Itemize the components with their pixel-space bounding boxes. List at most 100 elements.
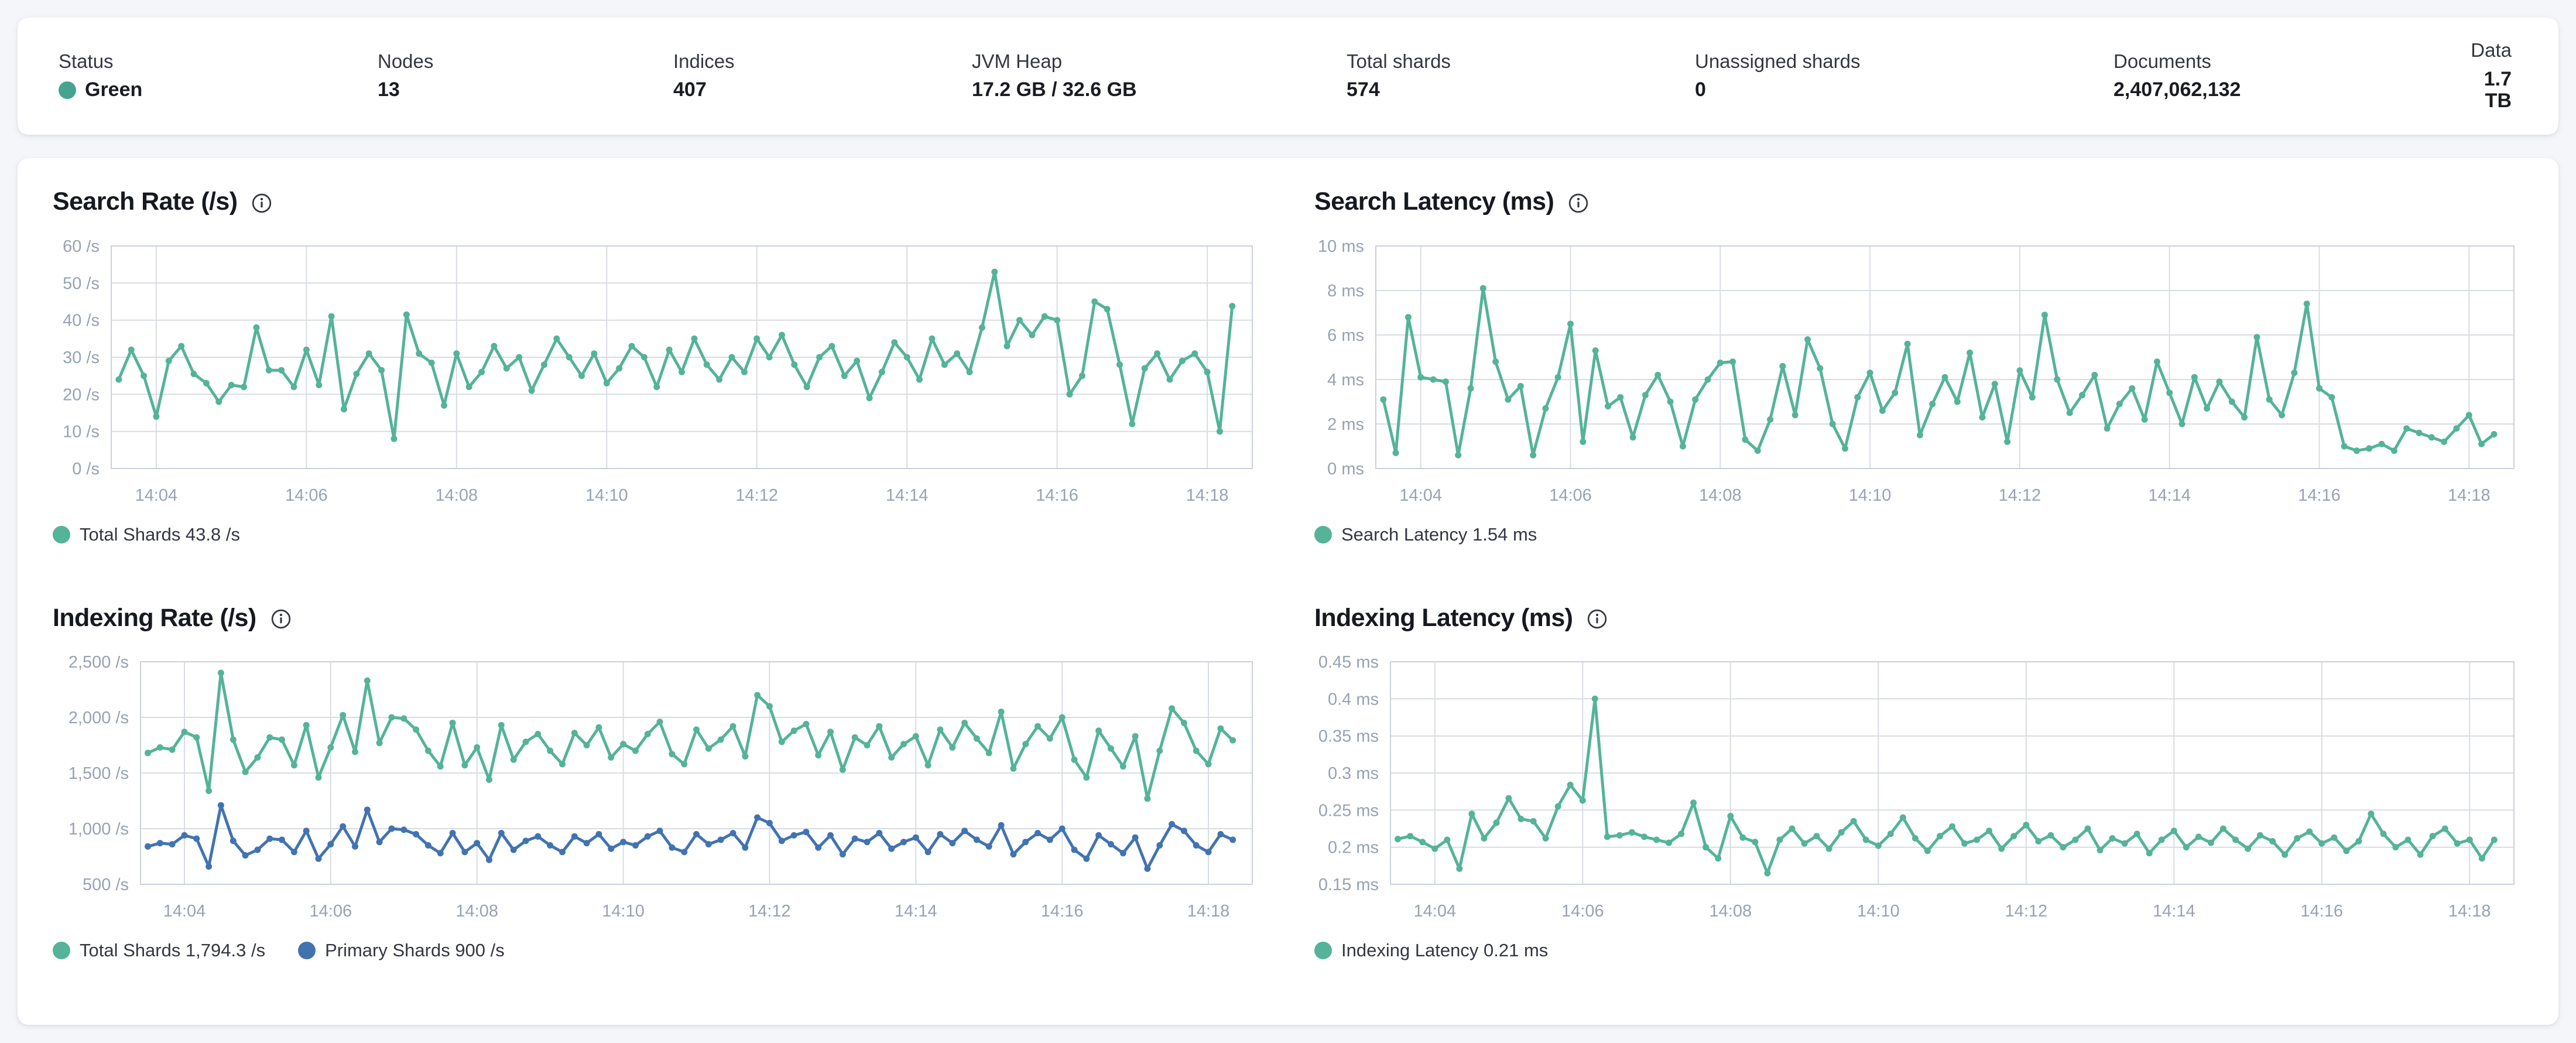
svg-text:6 ms: 6 ms bbox=[1327, 326, 1364, 345]
chart-title: Search Rate (/s) bbox=[53, 187, 238, 216]
indexing-latency-chart[interactable]: 0.15 ms 0.2 ms 0.25 ms 0.3 ms 0.35 ms 0.4 ms 0… bbox=[1314, 656, 2523, 931]
stat-nodes: Nodes 13 bbox=[378, 50, 673, 101]
info-icon[interactable] bbox=[270, 608, 292, 630]
stat-label: Documents bbox=[2113, 50, 2211, 73]
svg-text:10 ms: 10 ms bbox=[1318, 240, 1364, 256]
info-icon[interactable] bbox=[1568, 193, 1589, 214]
stat-label: Data bbox=[2471, 39, 2512, 61]
svg-text:10 /s: 10 /s bbox=[63, 423, 100, 442]
legend-dot-icon bbox=[1314, 526, 1332, 544]
svg-text:1,500 /s: 1,500 /s bbox=[68, 764, 129, 783]
stat-label: Status bbox=[59, 50, 114, 73]
svg-text:14:08: 14:08 bbox=[455, 902, 498, 921]
health-green-dot-icon bbox=[59, 81, 76, 100]
svg-text:14:06: 14:06 bbox=[310, 902, 352, 921]
svg-text:40 /s: 40 /s bbox=[63, 312, 100, 330]
svg-text:0.2 ms: 0.2 ms bbox=[1328, 839, 1379, 857]
metrics-charts-panel: Search Rate (/s) 0 /s 10 /s 20 /s 30 /s 40 /… bbox=[18, 158, 2558, 1025]
search-rate-card: Search Rate (/s) 0 /s 10 /s 20 /s 30 /s 40 /… bbox=[53, 187, 1262, 545]
legend-dot-icon bbox=[298, 942, 316, 960]
legend-item[interactable]: Total Shards 43.8 /s bbox=[53, 524, 240, 545]
stat-value: 13 bbox=[378, 78, 400, 101]
svg-text:14:06: 14:06 bbox=[1561, 902, 1604, 921]
svg-text:14:18: 14:18 bbox=[1187, 902, 1230, 921]
svg-text:14:18: 14:18 bbox=[2448, 486, 2491, 505]
stat-documents: Documents 2,407,062,132 bbox=[2113, 50, 2465, 101]
legend-label: Indexing Latency 0.21 ms bbox=[1341, 940, 1549, 961]
svg-text:1,000 /s: 1,000 /s bbox=[68, 820, 129, 839]
svg-text:0 ms: 0 ms bbox=[1327, 460, 1364, 478]
svg-text:2 ms: 2 ms bbox=[1327, 415, 1364, 434]
svg-text:14:16: 14:16 bbox=[2298, 486, 2341, 505]
svg-text:14:06: 14:06 bbox=[285, 486, 328, 505]
chart-legend: Total Shards 1,794.3 /s Primary Shards 90… bbox=[53, 940, 1262, 961]
svg-text:14:10: 14:10 bbox=[602, 902, 645, 921]
svg-text:14:14: 14:14 bbox=[886, 486, 929, 505]
svg-text:14:12: 14:12 bbox=[748, 902, 791, 921]
info-icon[interactable] bbox=[1587, 608, 1608, 630]
svg-text:14:06: 14:06 bbox=[1549, 486, 1592, 505]
chart-legend: Search Latency 1.54 ms bbox=[1314, 524, 2523, 545]
stat-value: 17.2 GB / 32.6 GB bbox=[972, 78, 1137, 101]
indexing-latency-card: Indexing Latency (ms) 0.15 ms 0.2 ms 0.25 … bbox=[1314, 603, 2523, 960]
svg-text:30 /s: 30 /s bbox=[63, 348, 100, 367]
svg-text:500 /s: 500 /s bbox=[83, 876, 129, 894]
cluster-status-bar: Status Green Nodes 13 Indices 407 JVM He… bbox=[18, 18, 2558, 135]
legend-item[interactable]: Total Shards 1,794.3 /s bbox=[53, 940, 266, 961]
stat-total-shards: Total shards 574 bbox=[1347, 50, 1695, 101]
stat-jvm-heap: JVM Heap 17.2 GB / 32.6 GB bbox=[972, 50, 1347, 101]
chart-legend: Indexing Latency 0.21 ms bbox=[1314, 940, 2523, 961]
svg-text:14:10: 14:10 bbox=[585, 486, 628, 505]
stat-value: 0 bbox=[1695, 78, 1706, 101]
svg-text:0 /s: 0 /s bbox=[72, 460, 100, 478]
svg-text:14:08: 14:08 bbox=[1699, 486, 1742, 505]
stat-label: JVM Heap bbox=[972, 50, 1063, 73]
svg-text:60 /s: 60 /s bbox=[63, 240, 100, 256]
svg-text:14:10: 14:10 bbox=[1857, 902, 1900, 921]
svg-text:0.3 ms: 0.3 ms bbox=[1328, 764, 1379, 783]
svg-text:0.45 ms: 0.45 ms bbox=[1318, 656, 1379, 672]
stat-label: Nodes bbox=[378, 50, 434, 73]
stat-label: Total shards bbox=[1347, 50, 1451, 73]
stat-label: Unassigned shards bbox=[1695, 50, 1861, 73]
stat-status: Status Green bbox=[59, 50, 378, 101]
svg-text:14:12: 14:12 bbox=[2005, 902, 2048, 921]
stat-unassigned-shards: Unassigned shards 0 bbox=[1695, 50, 2113, 101]
svg-text:14:08: 14:08 bbox=[436, 486, 478, 505]
stat-value: 407 bbox=[673, 78, 707, 101]
svg-text:14:18: 14:18 bbox=[1186, 486, 1229, 505]
svg-text:14:16: 14:16 bbox=[1041, 902, 1084, 921]
svg-text:8 ms: 8 ms bbox=[1327, 282, 1364, 300]
legend-item[interactable]: Indexing Latency 0.21 ms bbox=[1314, 940, 1549, 961]
search-latency-card: Search Latency (ms) 0 ms 2 ms 4 ms 6 ms 8 ms… bbox=[1314, 187, 2523, 545]
stat-value: 2,407,062,132 bbox=[2113, 78, 2241, 101]
stat-value: 574 bbox=[1347, 78, 1380, 101]
legend-item[interactable]: Primary Shards 900 /s bbox=[298, 940, 505, 961]
svg-text:14:12: 14:12 bbox=[735, 486, 778, 505]
svg-text:14:18: 14:18 bbox=[2448, 902, 2491, 921]
stat-value: Green bbox=[85, 78, 143, 101]
chart-title: Indexing Rate (/s) bbox=[53, 603, 256, 632]
legend-label: Primary Shards 900 /s bbox=[325, 940, 505, 961]
info-icon[interactable] bbox=[251, 193, 272, 214]
stat-indices: Indices 407 bbox=[673, 50, 972, 101]
search-rate-chart[interactable]: 0 /s 10 /s 20 /s 30 /s 40 /s 50 /s 60 /s 14:04 1… bbox=[53, 240, 1262, 515]
legend-label: Search Latency 1.54 ms bbox=[1341, 524, 1537, 545]
search-latency-chart[interactable]: 0 ms 2 ms 4 ms 6 ms 8 ms 10 ms 14:04 14:06 14:08… bbox=[1314, 240, 2523, 515]
svg-text:2,500 /s: 2,500 /s bbox=[68, 656, 129, 672]
svg-text:0.15 ms: 0.15 ms bbox=[1318, 876, 1379, 894]
svg-text:14:14: 14:14 bbox=[2153, 902, 2195, 921]
indexing-rate-chart[interactable]: 500 /s 1,000 /s 1,500 /s 2,000 /s 2,500 /s 14… bbox=[53, 656, 1262, 931]
svg-text:14:16: 14:16 bbox=[2300, 902, 2343, 921]
legend-item[interactable]: Search Latency 1.54 ms bbox=[1314, 524, 1537, 545]
svg-text:20 /s: 20 /s bbox=[63, 385, 100, 404]
stat-data-size: Data 1.7 TB bbox=[2465, 40, 2512, 112]
stat-label: Indices bbox=[673, 50, 735, 73]
svg-text:50 /s: 50 /s bbox=[63, 274, 100, 293]
legend-label: Total Shards 1,794.3 /s bbox=[80, 940, 266, 961]
svg-text:14:14: 14:14 bbox=[2148, 486, 2191, 505]
legend-dot-icon bbox=[53, 942, 70, 960]
chart-legend: Total Shards 43.8 /s bbox=[53, 524, 1262, 545]
chart-title: Search Latency (ms) bbox=[1314, 187, 1554, 216]
svg-text:14:16: 14:16 bbox=[1036, 486, 1078, 505]
